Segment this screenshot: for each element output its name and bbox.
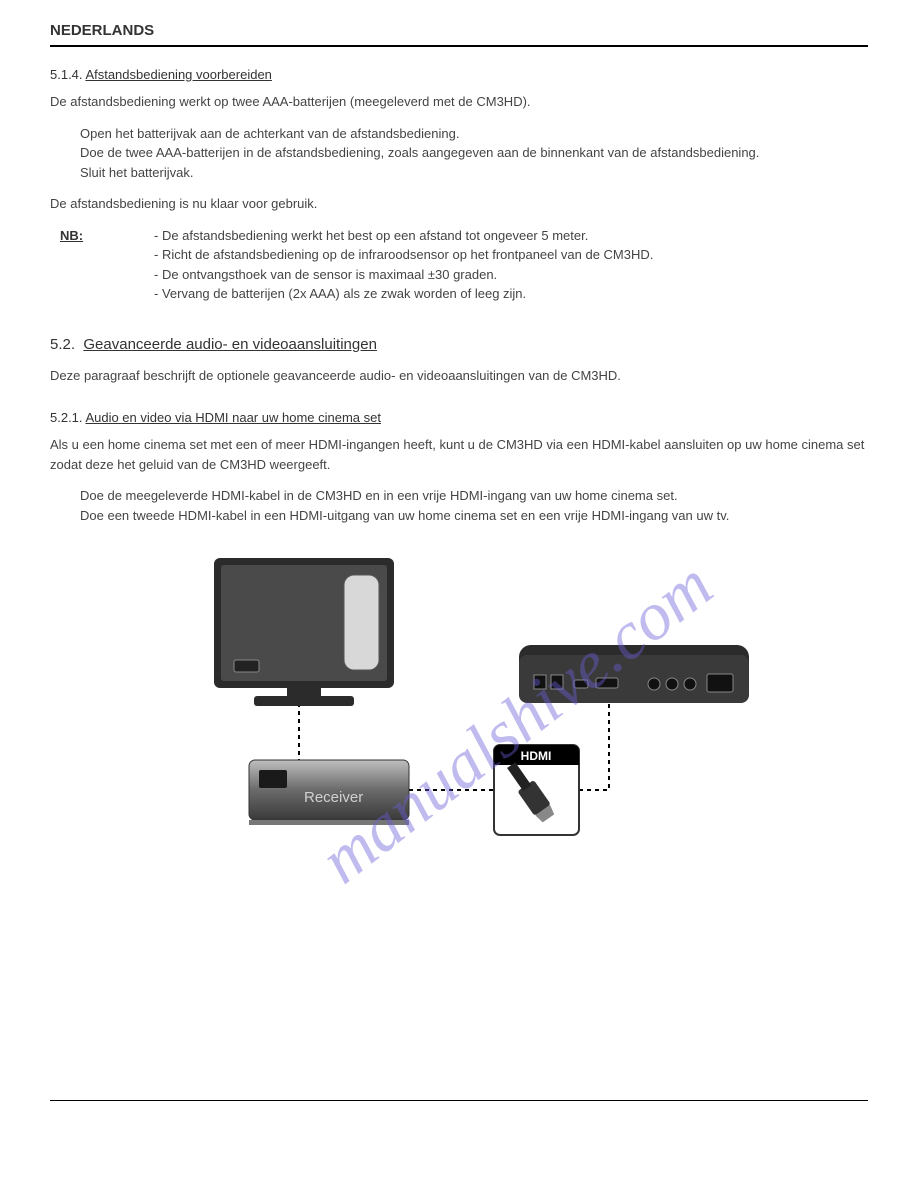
footer-rule (50, 1100, 868, 1101)
note-item: Richt de afstandsbediening op de infraro… (150, 245, 653, 265)
section-number: 5.2. (50, 336, 75, 353)
section-title: Geavanceerde audio- en videoaansluitinge… (83, 336, 377, 353)
section-number: 5.1.4. (50, 67, 83, 82)
step-item: Doe de meegeleverde HDMI-kabel in de CM3… (80, 486, 868, 506)
step-item: Doe een tweede HDMI-kabel in een HDMI-ui… (80, 506, 868, 526)
paragraph: De afstandsbediening werkt op twee AAA-b… (50, 92, 868, 112)
hdmi-label: HDMI (521, 749, 552, 763)
step-item: Doe de twee AAA-batterijen in de afstand… (80, 143, 868, 163)
step-list: Open het batterijvak aan de achterkant v… (80, 124, 868, 183)
section-number: 5.2.1. (50, 410, 83, 425)
note-list: De afstandsbediening werkt het best op e… (150, 226, 653, 304)
page-header: NEDERLANDS (50, 20, 868, 47)
heading-521: 5.2.1. Audio en video via HDMI naar uw h… (50, 408, 868, 428)
connection-diagram: Receiver HDMI (159, 540, 759, 880)
receiver-label: Receiver (304, 789, 363, 806)
note-item: De ontvangsthoek van de sensor is maxima… (150, 265, 653, 285)
note-label: NB: (60, 226, 150, 304)
paragraph: De afstandsbediening is nu klaar voor ge… (50, 194, 868, 214)
step-list: Doe de meegeleverde HDMI-kabel in de CM3… (80, 486, 868, 525)
paragraph: Als u een home cinema set met een of mee… (50, 435, 868, 474)
note-block: NB: De afstandsbediening werkt het best … (60, 226, 868, 304)
section-title: Afstandsbediening voorbereiden (85, 67, 271, 82)
note-item: Vervang de batterijen (2x AAA) als ze zw… (150, 284, 653, 304)
step-item: Open het batterijvak aan de achterkant v… (80, 124, 868, 144)
heading-52: 5.2. Geavanceerde audio- en videoaanslui… (50, 334, 868, 357)
note-item: De afstandsbediening werkt het best op e… (150, 226, 653, 246)
section-title: Audio en video via HDMI naar uw home cin… (85, 410, 381, 425)
paragraph: Deze paragraaf beschrijft de optionele g… (50, 366, 868, 386)
heading-514: 5.1.4. Afstandsbediening voorbereiden (50, 65, 868, 85)
step-item: Sluit het batterijvak. (80, 163, 868, 183)
